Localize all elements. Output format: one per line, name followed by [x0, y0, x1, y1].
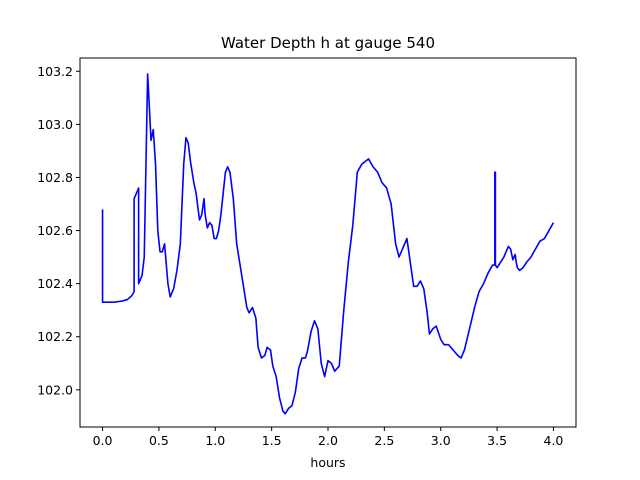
x-tick-label: 0.0 [93, 433, 113, 448]
y-tick-label: 102.6 [37, 223, 73, 238]
x-tick-label: 2.0 [318, 433, 338, 448]
x-tick-label: 1.5 [262, 433, 282, 448]
x-tick-label: 2.5 [374, 433, 394, 448]
y-axis: 102.0 102.2 102.4 102.6 102.8 103.0 103.2 [37, 64, 80, 397]
y-tick-label: 102.0 [37, 382, 73, 397]
x-tick-label: 3.5 [487, 433, 507, 448]
x-axis-label: hours [310, 455, 345, 470]
y-tick-label: 103.0 [37, 117, 73, 132]
x-tick-label: 0.5 [149, 433, 169, 448]
series-layer [101, 73, 555, 415]
y-tick-label: 103.2 [37, 64, 73, 79]
y-tick-label: 102.4 [37, 276, 73, 291]
y-tick-label: 102.8 [37, 170, 73, 185]
x-tick-label: 1.0 [205, 433, 225, 448]
plot-frame [79, 57, 577, 428]
x-tick-label: 4.0 [544, 433, 564, 448]
x-tick-label: 3.0 [431, 433, 451, 448]
x-axis: 0.0 0.5 1.0 1.5 2.0 2.5 3.0 3.5 4.0 [93, 427, 564, 448]
chart-title: Water Depth h at gauge 540 [221, 34, 435, 52]
series-line-0 [101, 73, 555, 415]
y-tick-label: 102.2 [37, 329, 73, 344]
